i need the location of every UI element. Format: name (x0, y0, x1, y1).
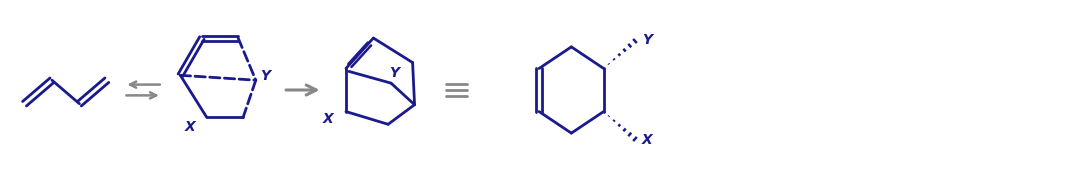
Text: Y: Y (642, 33, 652, 47)
Text: Y: Y (260, 69, 271, 83)
Text: X: X (185, 120, 195, 134)
Text: X: X (642, 133, 652, 147)
Text: Y: Y (389, 66, 399, 80)
Text: X: X (323, 112, 334, 126)
